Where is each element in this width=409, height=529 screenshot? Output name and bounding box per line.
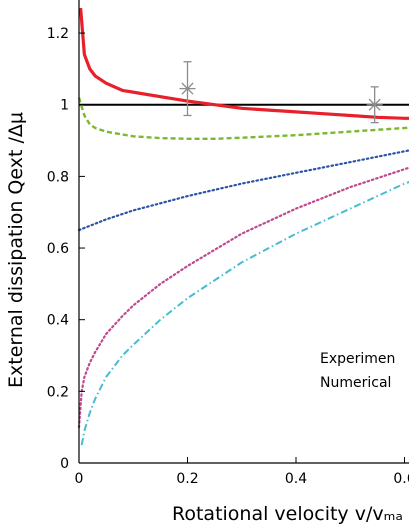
y-tick-label: 0.2 — [47, 384, 69, 400]
series-line-1 — [79, 7, 409, 120]
x-tick-label: 0 — [75, 471, 84, 487]
plot-area — [78, 0, 409, 463]
experimental-point-1 — [179, 61, 196, 117]
x-axis-title: Rotational velocity v/vₘₐ — [172, 503, 403, 525]
marker-stroke — [368, 98, 381, 111]
legend-label-experiment: Experimen — [320, 351, 395, 367]
series-line-4 — [77, 166, 409, 429]
series-line-5 — [80, 181, 409, 446]
experimental-point-2 — [366, 86, 383, 124]
y-tick-label: 0.8 — [47, 169, 69, 185]
y-axis-title: External dissipation Qext /Δμ — [5, 112, 27, 388]
y-tick-label: 0.6 — [47, 241, 69, 257]
y-tick-label: 1.2 — [47, 26, 69, 42]
x-tick-label: 0.2 — [176, 471, 198, 487]
marker-stroke — [181, 82, 194, 95]
x-tick-label: 0.4 — [285, 471, 307, 487]
y-tick-label: 0.4 — [47, 313, 69, 329]
y-tick-label: 1 — [60, 98, 69, 114]
x-tick-label: 0.6 — [393, 471, 409, 487]
series-line-2 — [77, 97, 409, 140]
y-tick-label: 0 — [60, 456, 69, 472]
legend-label-numerical: Numerical — [320, 375, 391, 391]
